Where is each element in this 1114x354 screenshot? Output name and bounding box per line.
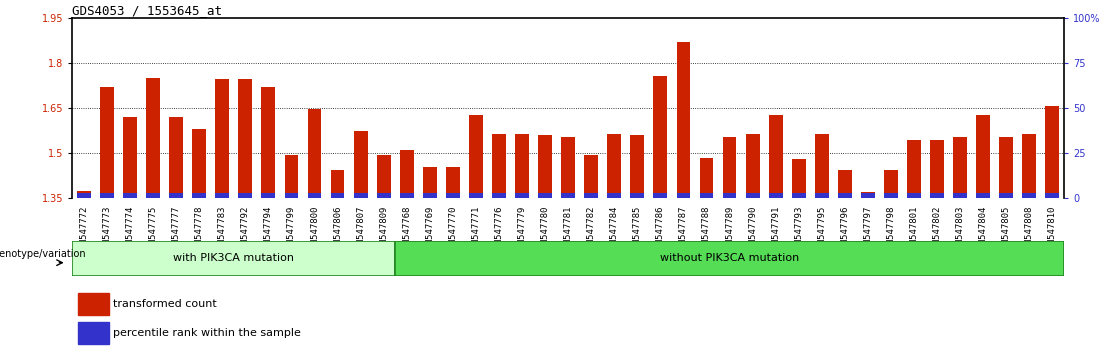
Text: genotype/variation: genotype/variation [0, 249, 86, 259]
Bar [814, 193, 829, 198]
Bar [331, 170, 344, 198]
Text: without PIK3CA mutation: without PIK3CA mutation [659, 253, 799, 263]
Bar [469, 193, 482, 198]
Bar [745, 193, 760, 198]
Bar [377, 193, 391, 198]
Bar [631, 193, 644, 198]
Bar [78, 293, 109, 315]
Bar [169, 117, 183, 198]
Bar [1023, 133, 1036, 198]
Bar [561, 137, 575, 198]
Bar [885, 193, 898, 198]
Bar [100, 193, 114, 198]
Bar [124, 117, 137, 198]
Bar [1023, 193, 1036, 198]
Bar [561, 193, 575, 198]
Text: with PIK3CA mutation: with PIK3CA mutation [174, 253, 294, 263]
Bar [769, 193, 782, 198]
Bar [700, 193, 713, 198]
Bar [1045, 193, 1059, 198]
Bar [745, 133, 760, 198]
Bar [100, 87, 114, 198]
Bar [400, 193, 413, 198]
Bar [999, 137, 1013, 198]
Bar [631, 135, 644, 198]
Bar [976, 193, 990, 198]
Bar [930, 193, 944, 198]
Bar [907, 139, 921, 198]
Bar [861, 193, 874, 198]
Bar [676, 42, 691, 198]
Bar [515, 133, 529, 198]
Bar [354, 193, 368, 198]
Bar [77, 193, 91, 198]
Bar [792, 159, 805, 198]
Bar [885, 170, 898, 198]
Bar [124, 193, 137, 198]
Bar [284, 193, 299, 198]
Bar [238, 79, 252, 198]
Bar [78, 322, 109, 344]
Bar [469, 115, 482, 198]
Bar [400, 150, 413, 198]
Bar [492, 133, 506, 198]
Bar [377, 155, 391, 198]
Bar [838, 170, 852, 198]
Bar [769, 115, 782, 198]
Bar [515, 193, 529, 198]
Text: GDS4053 / 1553645_at: GDS4053 / 1553645_at [72, 4, 223, 17]
Bar [307, 193, 322, 198]
Bar [238, 193, 252, 198]
Bar [607, 193, 622, 198]
Bar [700, 158, 713, 198]
Bar [723, 137, 736, 198]
Bar [423, 193, 437, 198]
Bar [307, 109, 322, 198]
FancyBboxPatch shape [395, 241, 1064, 276]
Bar [146, 193, 160, 198]
Bar [538, 193, 553, 198]
Bar [215, 79, 229, 198]
Bar [676, 193, 691, 198]
Bar [976, 115, 990, 198]
Bar [492, 193, 506, 198]
Bar [193, 129, 206, 198]
Bar [354, 131, 368, 198]
Bar [146, 78, 160, 198]
Bar [654, 193, 667, 198]
Bar [723, 193, 736, 198]
Bar [584, 155, 598, 198]
Bar [607, 133, 622, 198]
Bar [193, 193, 206, 198]
Bar [930, 139, 944, 198]
Bar [446, 167, 460, 198]
FancyBboxPatch shape [72, 241, 395, 276]
Bar [1045, 107, 1059, 198]
Bar [654, 76, 667, 198]
Bar [838, 193, 852, 198]
Bar [861, 192, 874, 198]
Bar [954, 193, 967, 198]
Bar [538, 135, 553, 198]
Bar [262, 87, 275, 198]
Bar [262, 193, 275, 198]
Bar [423, 167, 437, 198]
Bar [215, 193, 229, 198]
Bar [907, 193, 921, 198]
Bar [792, 193, 805, 198]
Bar [331, 193, 344, 198]
Bar [814, 133, 829, 198]
Bar [954, 137, 967, 198]
Bar [284, 155, 299, 198]
Bar [446, 193, 460, 198]
Bar [169, 193, 183, 198]
Bar [584, 193, 598, 198]
Bar [77, 191, 91, 198]
Text: transformed count: transformed count [114, 299, 217, 309]
Bar [999, 193, 1013, 198]
Text: percentile rank within the sample: percentile rank within the sample [114, 328, 301, 338]
